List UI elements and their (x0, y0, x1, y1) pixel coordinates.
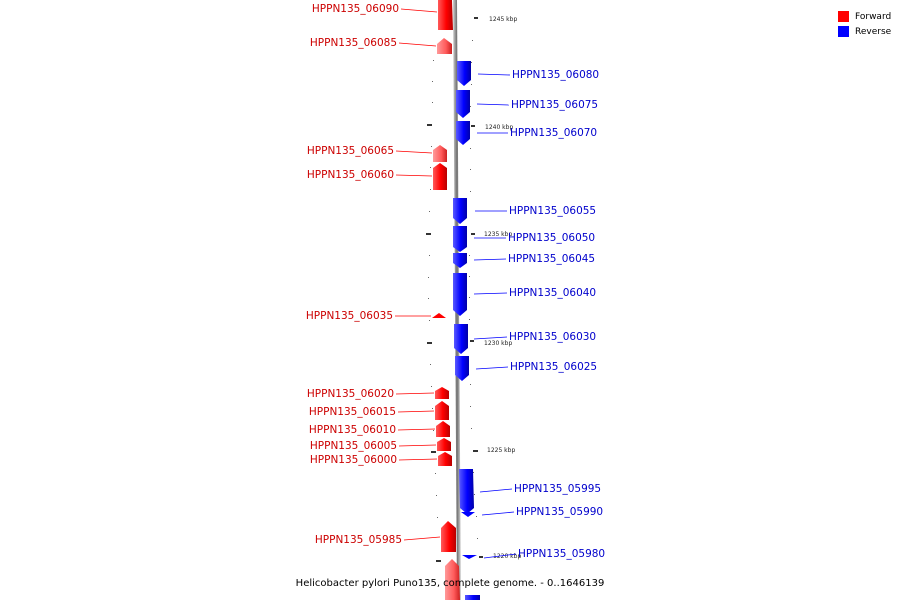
legend: Forward Reverse (838, 9, 891, 39)
legend-label: Reverse (855, 26, 892, 37)
gene-partial-bottom-reverse[interactable] (465, 595, 480, 600)
tick-1240: 1240 kbp (427, 124, 513, 131)
gene-label[interactable]: HPPN135_06055 (509, 205, 596, 217)
gene-label[interactable]: HPPN135_05995 (514, 483, 601, 495)
gene-HPPN135_06075[interactable] (456, 90, 470, 118)
gene-HPPN135_06020[interactable] (435, 387, 449, 399)
tick-label: 1220 kbp (493, 553, 521, 560)
gene-HPPN135_06030[interactable] (454, 324, 468, 354)
gene-label[interactable]: HPPN135_06025 (510, 361, 597, 373)
gene-HPPN135_06005[interactable] (437, 438, 451, 451)
gene-partial-bottom[interactable] (445, 559, 460, 600)
gene-HPPN135_05985[interactable] (441, 521, 456, 552)
tick-label: 1230 kbp (484, 340, 512, 347)
gene-label[interactable]: HPPN135_06020 (307, 388, 394, 400)
gene-HPPN135_06025[interactable] (455, 356, 469, 381)
gene-HPPN135_05990[interactable] (461, 512, 475, 517)
forward-genes (432, 0, 460, 600)
legend-label: Forward (855, 11, 892, 22)
tick-1225: 1225 kbp (431, 447, 515, 454)
gene-HPPN135_06050[interactable] (453, 226, 467, 252)
gene-HPPN135_06090[interactable] (438, 0, 453, 30)
tick-1245: 1245 kbp (474, 16, 517, 23)
gene-label[interactable]: HPPN135_05980 (518, 548, 605, 560)
legend-item-reverse: Reverse (838, 24, 891, 39)
gene-HPPN135_06015[interactable] (435, 401, 449, 420)
gene-HPPN135_06010[interactable] (436, 421, 450, 437)
reverse-genes (453, 61, 480, 600)
reverse-gene-labels: HPPN135_06080 HPPN135_06075 HPPN135_0607… (508, 69, 605, 560)
gene-label[interactable]: HPPN135_06010 (309, 424, 396, 436)
tick-1235: 1235 kbp (426, 231, 512, 238)
gene-HPPN135_06055[interactable] (453, 198, 467, 224)
gene-HPPN135_05980[interactable] (462, 555, 477, 559)
gene-label[interactable]: HPPN135_06060 (307, 169, 394, 181)
gene-HPPN135_06035[interactable] (432, 313, 446, 318)
reverse-leader-lines (473, 73, 517, 559)
gene-label[interactable]: HPPN135_06070 (510, 127, 597, 139)
gene-label[interactable]: HPPN135_05985 (315, 534, 402, 546)
tick-label: 1240 kbp (485, 124, 513, 131)
gene-HPPN135_06065[interactable] (433, 145, 447, 162)
gene-label[interactable]: HPPN135_06040 (509, 287, 596, 299)
reverse-swatch (838, 26, 849, 37)
gene-label[interactable]: HPPN135_06080 (512, 69, 599, 81)
gene-label[interactable]: HPPN135_06090 (312, 3, 399, 15)
gene-label[interactable]: HPPN135_06045 (508, 253, 595, 265)
gene-label[interactable]: HPPN135_05990 (516, 506, 603, 518)
gene-label[interactable]: HPPN135_06005 (310, 440, 397, 452)
gene-label[interactable]: HPPN135_06035 (306, 310, 393, 322)
forward-gene-labels: HPPN135_06090 HPPN135_06085 HPPN135_0606… (306, 3, 402, 546)
gene-HPPN135_06000[interactable] (438, 452, 452, 466)
scale-ticks: 1245 kbp 1240 kbp 1235 kbp 1230 kbp 1225… (426, 16, 521, 562)
gene-HPPN135_06045[interactable] (453, 253, 467, 268)
gene-label[interactable]: HPPN135_06030 (509, 331, 596, 343)
tick-label: 1225 kbp (487, 447, 515, 454)
gene-label[interactable]: HPPN135_06065 (307, 145, 394, 157)
legend-item-forward: Forward (838, 9, 891, 24)
gene-label[interactable]: HPPN135_06015 (309, 406, 396, 418)
gene-label[interactable]: HPPN135_06085 (310, 37, 397, 49)
gene-label[interactable]: HPPN135_06075 (511, 99, 598, 111)
gene-HPPN135_05995[interactable] (459, 469, 474, 514)
tick-label: 1245 kbp (489, 16, 517, 23)
tick-1220: 1220 kbp (436, 553, 521, 562)
gene-HPPN135_06070[interactable] (456, 121, 470, 145)
gene-label[interactable]: HPPN135_06050 (508, 232, 595, 244)
forward-leader-lines (395, 8, 441, 541)
gene-label[interactable]: HPPN135_06000 (310, 454, 397, 466)
tick-label: 1235 kbp (484, 231, 512, 238)
tick-1230: 1230 kbp (427, 340, 512, 347)
forward-swatch (838, 11, 849, 22)
gene-HPPN135_06085[interactable] (437, 38, 452, 54)
gene-HPPN135_06040[interactable] (453, 273, 467, 316)
genome-caption: Helicobacter pylori Puno135, complete ge… (295, 578, 605, 589)
gene-HPPN135_06060[interactable] (433, 163, 447, 190)
gene-HPPN135_06080[interactable] (457, 61, 471, 86)
